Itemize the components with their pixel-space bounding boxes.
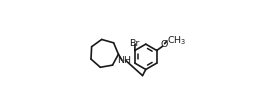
- Text: Br: Br: [128, 39, 139, 48]
- Text: O: O: [160, 40, 167, 49]
- Text: NH: NH: [116, 56, 130, 65]
- Text: CH$_3$: CH$_3$: [167, 34, 186, 47]
